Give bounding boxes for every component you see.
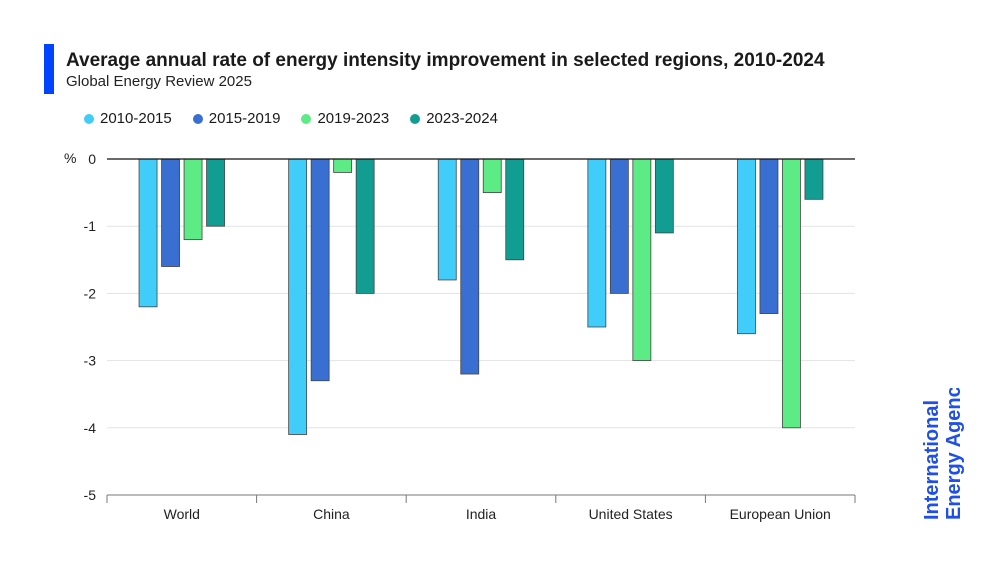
legend-label: 2019-2023 xyxy=(317,110,390,127)
y-tick-label: 0 xyxy=(88,151,96,167)
y-tick-label: -1 xyxy=(84,218,97,234)
legend-label: 2015-2019 xyxy=(208,110,281,127)
legend-item: 2015-2019 xyxy=(192,110,281,127)
bar xyxy=(206,158,225,227)
axis-layer: 0 -1 -2 -3 -4 -5 World China India United States E… xyxy=(84,151,856,522)
bar xyxy=(632,158,652,362)
legend-swatch xyxy=(410,113,421,124)
legend-swatch xyxy=(192,113,203,124)
bar-layer xyxy=(138,158,824,435)
bar xyxy=(333,158,353,173)
title-accent-bar xyxy=(44,44,54,94)
bar xyxy=(183,158,203,241)
y-tick-label: -2 xyxy=(84,285,97,301)
x-category-label: World xyxy=(164,506,200,522)
bar xyxy=(587,158,607,328)
bar xyxy=(288,158,308,435)
chart-subtitle: Global Energy Review 2025 xyxy=(66,73,252,90)
x-category-label: India xyxy=(466,506,497,522)
iea-logo-line1: International xyxy=(921,400,943,520)
bar xyxy=(505,158,525,261)
bar xyxy=(609,158,629,294)
bar xyxy=(759,158,779,314)
y-tick-label: -5 xyxy=(84,487,97,503)
bar xyxy=(737,158,756,335)
bar xyxy=(654,158,674,234)
legend-item: 2023-2024 xyxy=(410,110,498,127)
legend-swatch xyxy=(84,113,94,124)
x-category-label: China xyxy=(313,506,350,522)
y-tick-label: -4 xyxy=(84,420,97,436)
x-category-label: United States xyxy=(589,506,673,522)
bar xyxy=(437,158,457,281)
x-category-label: European Union xyxy=(730,506,831,522)
bar xyxy=(138,158,158,308)
legend-label: 2023-2024 xyxy=(426,110,498,127)
bar xyxy=(310,158,330,382)
bar xyxy=(355,158,375,294)
chart-title: Average annual rate of energy intensity … xyxy=(66,50,825,71)
iea-logo-line2: Energy Agency xyxy=(943,388,965,520)
bar xyxy=(804,158,824,200)
legend-item: 2010-2015 xyxy=(84,110,172,127)
legend: 2010-2015 2015-2019 2019-2023 2023-2024 xyxy=(84,110,498,127)
bar xyxy=(482,158,502,193)
iea-logo: International Energy Agency xyxy=(916,374,968,520)
y-axis-unit-label: % xyxy=(64,150,76,166)
bar xyxy=(782,158,801,429)
legend-swatch xyxy=(301,113,312,124)
legend-label: 2010-2015 xyxy=(100,110,172,127)
grid-layer xyxy=(107,225,855,429)
bar xyxy=(460,158,480,375)
bar xyxy=(161,158,180,267)
legend-item: 2019-2023 xyxy=(301,110,389,127)
y-tick-label: -3 xyxy=(84,353,97,369)
